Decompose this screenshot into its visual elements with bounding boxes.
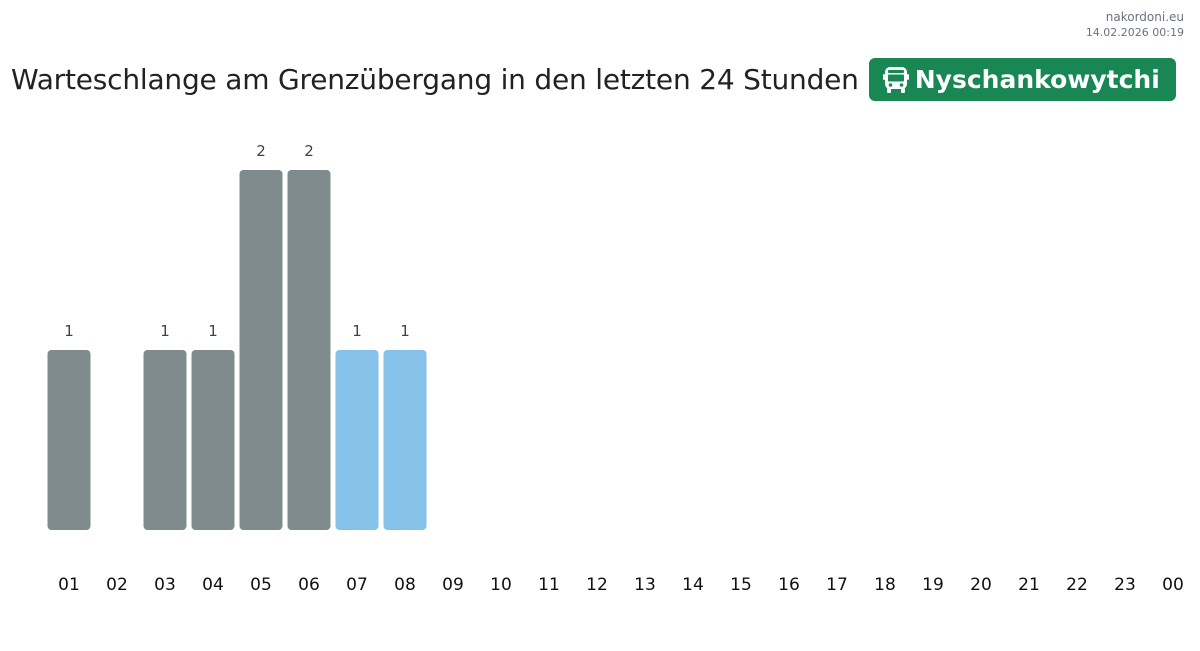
bar-01 (47, 350, 91, 530)
x-tick-19: 19 (922, 575, 944, 595)
bar-08 (383, 350, 427, 530)
x-tick-02: 02 (106, 575, 128, 595)
data-label-04: 1 (208, 322, 218, 340)
x-tick-22: 22 (1066, 575, 1088, 595)
bar-05 (239, 170, 283, 530)
data-label-01: 1 (64, 322, 74, 340)
data-label-06: 2 (304, 142, 314, 160)
x-tick-14: 14 (682, 575, 704, 595)
x-tick-13: 13 (634, 575, 656, 595)
x-tick-03: 03 (154, 575, 176, 595)
crossing-badge: Nyschankowytchi (868, 58, 1176, 101)
x-tick-18: 18 (874, 575, 896, 595)
x-tick-09: 09 (442, 575, 464, 595)
source-info: nakordoni.eu 14.02.2026 00:19 (1086, 9, 1184, 41)
bar-07 (335, 350, 379, 530)
x-tick-00: 00 (1162, 575, 1184, 595)
x-tick-07: 07 (346, 575, 368, 595)
x-tick-10: 10 (490, 575, 512, 595)
bus-icon (882, 66, 909, 93)
data-label-07: 1 (352, 322, 362, 340)
chart-title: Warteschlange am Grenzübergang in den le… (11, 63, 859, 96)
data-label-03: 1 (160, 322, 170, 340)
x-tick-06: 06 (298, 575, 320, 595)
x-tick-01: 01 (58, 575, 80, 595)
bar-04 (191, 350, 235, 530)
crossing-name: Nyschankowytchi (914, 65, 1160, 94)
title-row: Warteschlange am Grenzübergang in den le… (11, 58, 1176, 101)
x-tick-11: 11 (538, 575, 560, 595)
x-tick-16: 16 (778, 575, 800, 595)
x-tick-12: 12 (586, 575, 608, 595)
x-tick-21: 21 (1018, 575, 1040, 595)
data-label-08: 1 (400, 322, 410, 340)
timestamp: 14.02.2026 00:19 (1085, 26, 1184, 39)
bar-06 (287, 170, 331, 530)
x-tick-08: 08 (394, 575, 416, 595)
x-tick-23: 23 (1114, 575, 1136, 595)
x-tick-20: 20 (970, 575, 992, 595)
data-label-05: 2 (256, 142, 266, 160)
x-tick-17: 17 (826, 575, 848, 595)
source-site: nakordoni.eu (1105, 10, 1184, 24)
bar-03 (143, 350, 187, 530)
x-tick-15: 15 (730, 575, 752, 595)
x-tick-04: 04 (202, 575, 224, 595)
x-tick-05: 05 (250, 575, 272, 595)
